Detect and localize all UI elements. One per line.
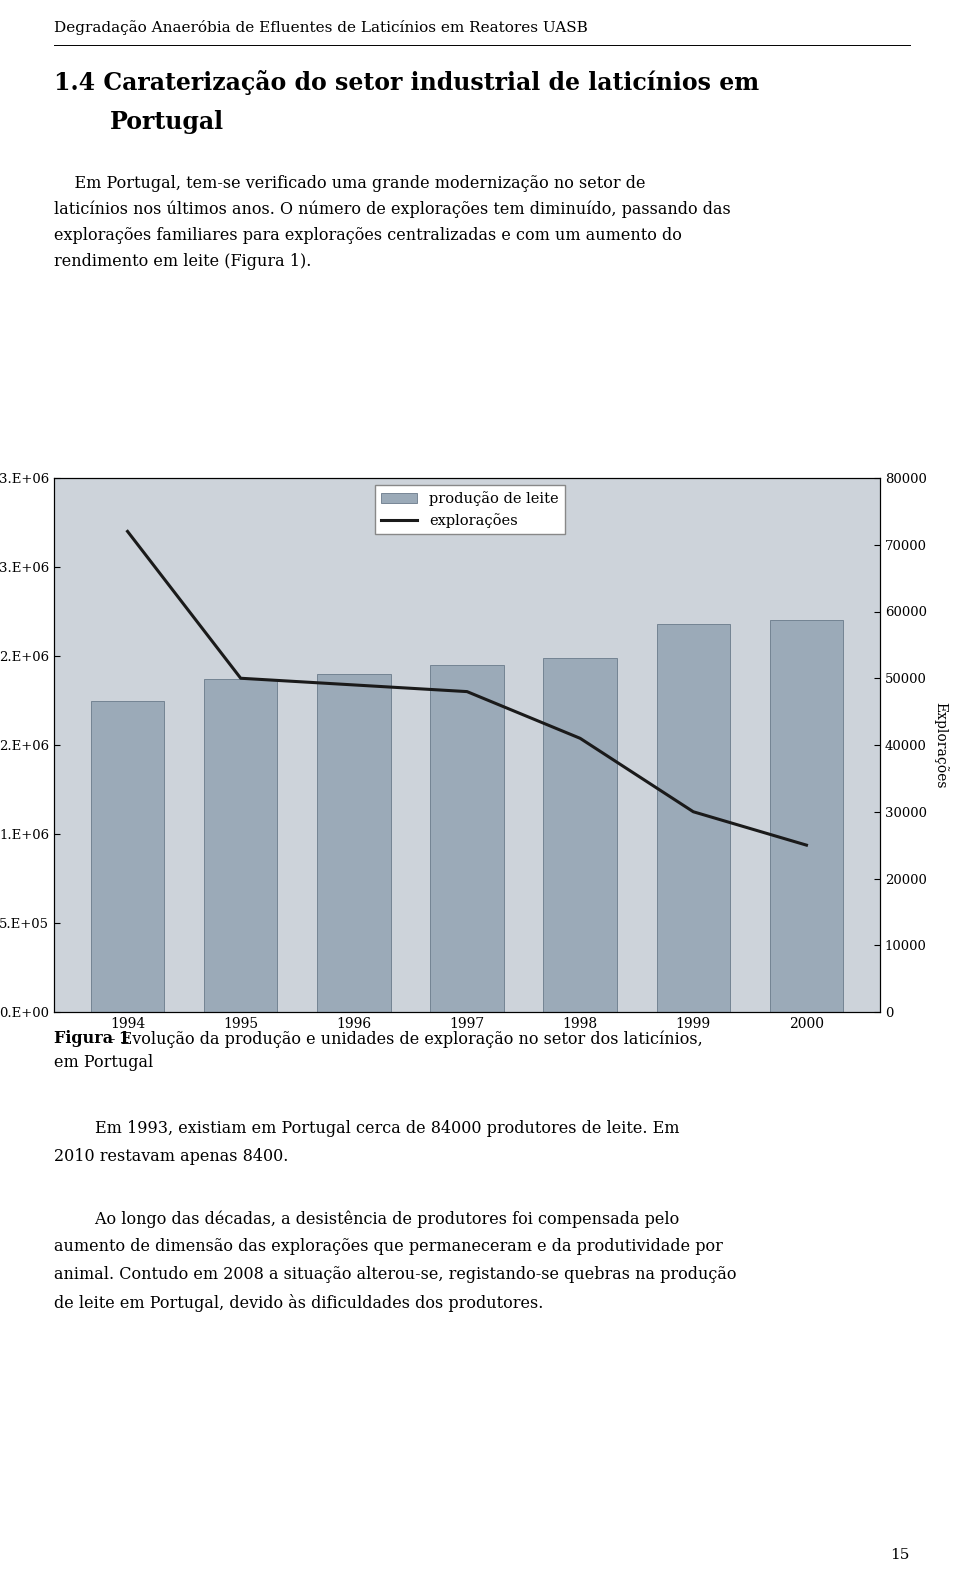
Text: rendimento em leite (Figura 1).: rendimento em leite (Figura 1).	[54, 253, 311, 271]
Text: 2010 restavam apenas 8400.: 2010 restavam apenas 8400.	[54, 1149, 288, 1164]
Text: Figura 1: Figura 1	[54, 1030, 130, 1047]
Text: em Portugal: em Portugal	[54, 1054, 154, 1071]
Bar	[430, 664, 504, 1012]
Text: Ao longo das décadas, a desistência de produtores foi compensada pelo: Ao longo das décadas, a desistência de p…	[54, 1210, 680, 1228]
Text: animal. Contudo em 2008 a situação alterou-se, registando-se quebras na produção: animal. Contudo em 2008 a situação alter…	[54, 1266, 736, 1283]
Y-axis label: Explorações: Explorações	[933, 702, 948, 788]
Text: Degradação Anaeróbia de Efluentes de Laticínios em Reatores UASB: Degradação Anaeróbia de Efluentes de Lat…	[54, 21, 588, 35]
Text: - Evolução da produção e unidades de exploração no setor dos laticínios,: - Evolução da produção e unidades de exp…	[110, 1030, 703, 1047]
Legend: produção de leite, explorações: produção de leite, explorações	[375, 486, 564, 535]
Text: Em 1993, existiam em Portugal cerca de 84000 produtores de leite. Em: Em 1993, existiam em Portugal cerca de 8…	[54, 1120, 680, 1137]
Text: laticínios nos últimos anos. O número de explorações tem diminuído, passando das: laticínios nos últimos anos. O número de…	[54, 201, 731, 218]
Bar	[657, 623, 730, 1012]
Text: 15: 15	[891, 1549, 910, 1561]
Bar	[204, 679, 277, 1012]
Text: explorações familiares para explorações centralizadas e com um aumento do: explorações familiares para explorações …	[54, 226, 682, 244]
Text: Em Portugal, tem-se verificado uma grande modernização no setor de: Em Portugal, tem-se verificado uma grand…	[54, 176, 645, 191]
Text: aumento de dimensão das explorações que permaneceram e da produtividade por: aumento de dimensão das explorações que …	[54, 1239, 723, 1255]
Bar	[91, 701, 164, 1012]
Text: 1.4 Caraterização do setor industrial de laticínios em: 1.4 Caraterização do setor industrial de…	[54, 70, 759, 95]
Bar	[317, 674, 391, 1012]
Bar	[543, 658, 617, 1012]
Bar	[770, 620, 843, 1012]
Text: Portugal: Portugal	[110, 111, 224, 134]
Text: de leite em Portugal, devido às dificuldades dos produtores.: de leite em Portugal, devido às dificuld…	[54, 1294, 543, 1311]
